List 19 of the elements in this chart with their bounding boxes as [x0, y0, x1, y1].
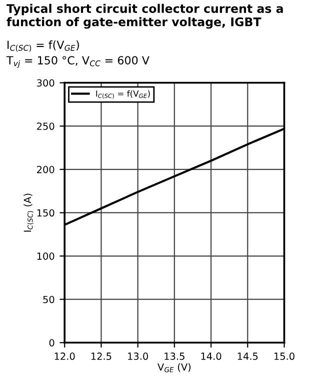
y-tick-label: 100: [37, 252, 54, 260]
x-tick-label: 12.0: [54, 352, 75, 360]
x-tick-label: 12.5: [91, 352, 112, 360]
y-tick-label: 300: [37, 79, 54, 87]
x-tick-label: 13.0: [128, 352, 148, 360]
y-tick-label: 250: [37, 122, 54, 130]
y-tick-label: 0: [49, 339, 54, 346]
y-axis-title: I$_{C(SC)}$ (A): [24, 194, 34, 232]
text: I$_{C(SC)}$ = f(V$_{GE}$) T$_{vj}$ = 150 °C, V$_{CC}$ = 600 V: [6, 40, 150, 68]
x-tick-label: 14.0: [201, 352, 222, 360]
x-tick-label: 14.5: [238, 352, 258, 360]
x-tick-label: 15.0: [274, 352, 294, 360]
y-tick-label: 150: [37, 209, 54, 217]
legend-label: I$_{C(SC)}$ = f(V$_{GE}$): [96, 90, 150, 99]
y-tick-label: 200: [37, 166, 54, 174]
chart-title: Typical short circuit collector current as a function of gate-emitter voltage, IGBT: [6, 4, 283, 29]
y-tick-label: 50: [43, 296, 54, 304]
x-axis-title: V$_{GE}$ (V): [158, 363, 191, 372]
x-tick-label: 13.5: [164, 352, 184, 360]
